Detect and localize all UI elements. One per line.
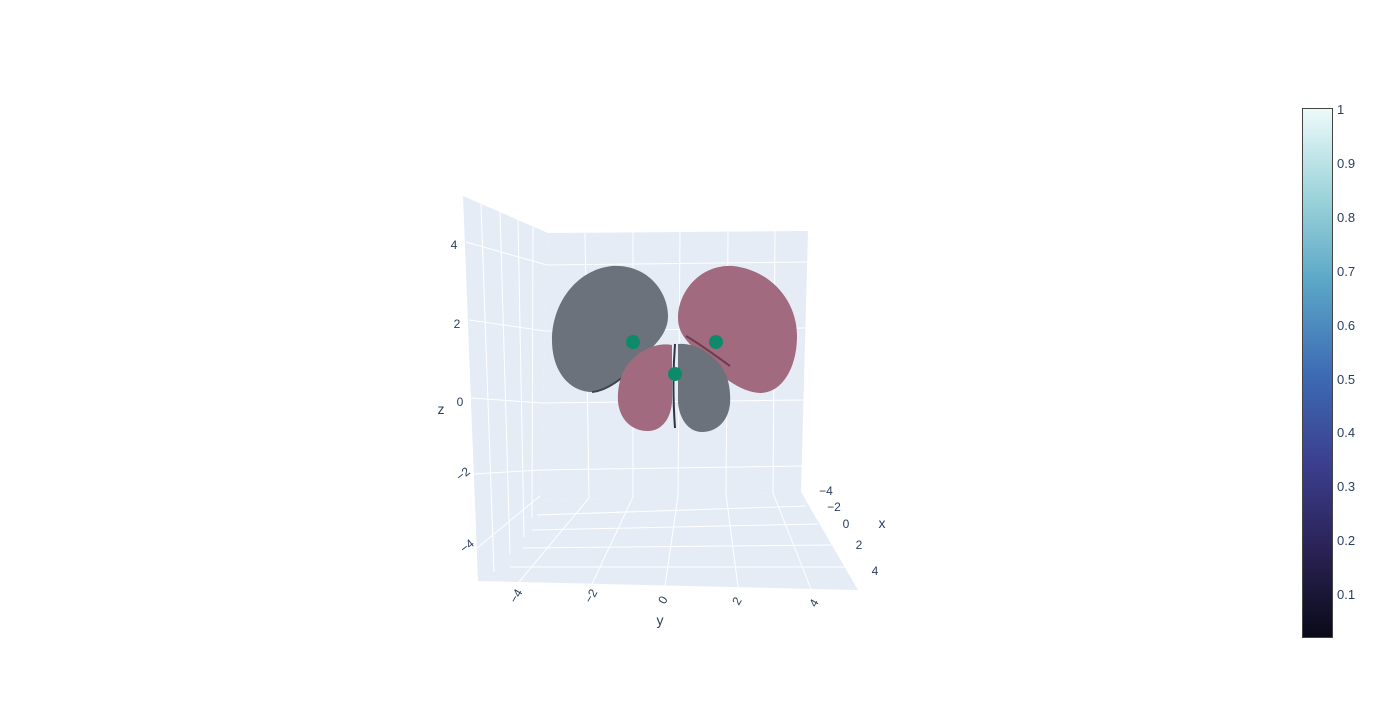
x-tick: 2 bbox=[856, 538, 863, 552]
marker-point bbox=[626, 335, 640, 349]
x-tick: 0 bbox=[843, 517, 850, 531]
lobe-lower-right bbox=[678, 343, 731, 432]
y-tick: 2 bbox=[729, 594, 745, 607]
colorbar-tick: 0.1 bbox=[1337, 587, 1356, 602]
x-tick: 4 bbox=[872, 564, 879, 578]
colorbar-tick: 0.6 bbox=[1337, 318, 1356, 333]
lobe-lower-seam bbox=[672, 343, 676, 429]
colorbar-tick: 0.4 bbox=[1337, 425, 1356, 440]
colorbar-tick: 0.7 bbox=[1337, 264, 1356, 279]
y-tick: −4 bbox=[507, 586, 526, 605]
colorbar-tick: 0.8 bbox=[1337, 210, 1356, 225]
z-tick: 0 bbox=[457, 395, 464, 409]
y-axis-ticks: −4 −2 0 2 4 bbox=[507, 586, 822, 609]
z-tick: 4 bbox=[451, 238, 458, 252]
y-tick: 0 bbox=[655, 593, 671, 606]
lobe-upper-right-edge bbox=[685, 335, 731, 367]
colorbar-tick: 1 bbox=[1337, 102, 1345, 117]
x-axis-title: x bbox=[879, 515, 886, 531]
floor bbox=[478, 492, 858, 590]
colorbar-tick: 0.9 bbox=[1337, 156, 1356, 171]
y-axis-title: y bbox=[657, 612, 664, 628]
z-axis-title: z bbox=[438, 401, 445, 417]
lobe-lower-left bbox=[617, 344, 672, 431]
colorbar bbox=[1302, 108, 1333, 638]
colorbar-tick: 0.2 bbox=[1337, 533, 1356, 548]
colorbar-tick: 0.5 bbox=[1337, 372, 1356, 387]
z-tick: −4 bbox=[457, 536, 477, 556]
isosurface-lobes bbox=[552, 265, 797, 432]
marker-points[interactable] bbox=[626, 335, 723, 381]
x-tick: −4 bbox=[819, 484, 833, 498]
colorbar-tick: 0.3 bbox=[1337, 479, 1356, 494]
x-tick: −2 bbox=[827, 500, 841, 514]
z-tick: 2 bbox=[454, 317, 461, 331]
marker-point bbox=[709, 335, 723, 349]
marker-point bbox=[668, 367, 682, 381]
x-axis-ticks: −4 −2 0 2 4 bbox=[819, 484, 879, 578]
y-tick: 4 bbox=[806, 596, 822, 609]
z-tick: −2 bbox=[453, 464, 473, 484]
y-tick: −2 bbox=[582, 586, 601, 605]
